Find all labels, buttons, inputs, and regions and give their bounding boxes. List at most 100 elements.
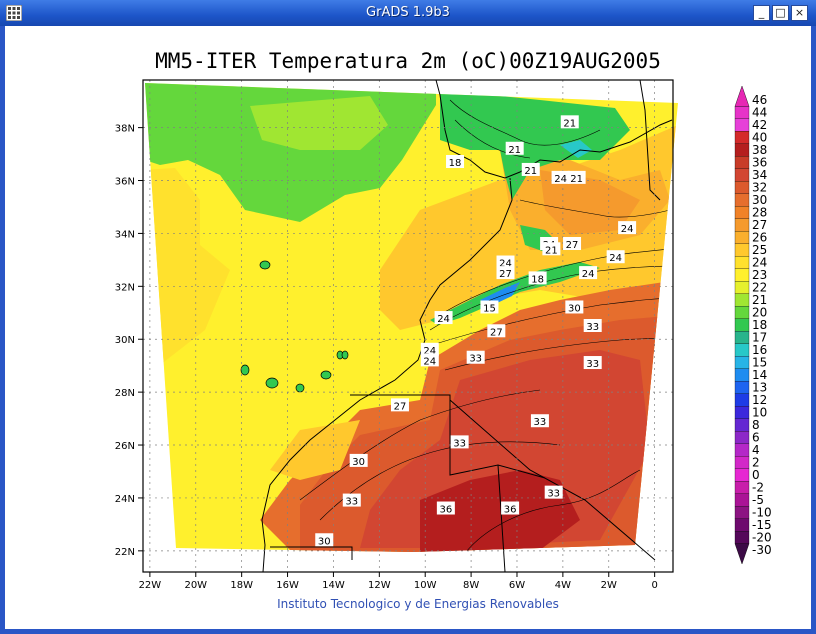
colorbar-label: 20 (752, 306, 767, 320)
contour-label-bg (466, 350, 485, 364)
iberia-cold-spot (560, 140, 592, 158)
contour-label: 18 (531, 274, 544, 285)
colorbar-label: 10 (752, 406, 767, 420)
colorbar-segment (734, 106, 750, 119)
contour-label: 21 (545, 245, 558, 256)
colorbar-segment (734, 206, 750, 219)
colorbar-label: 14 (752, 368, 767, 382)
colorbar-segment (734, 443, 750, 457)
colorbar-label: -2 (752, 481, 764, 495)
close-button[interactable]: × (791, 5, 808, 21)
colorbar-segment (734, 331, 750, 344)
colorbar-label: -20 (752, 531, 772, 545)
contour-label: 27 (566, 240, 579, 251)
contour-label-bg (450, 435, 469, 449)
colorbar-segment (734, 306, 750, 319)
colorbar-label: 2 (752, 456, 760, 470)
colorbar-label: 22 (752, 281, 767, 295)
contour-label-bg (496, 255, 515, 269)
colorbar-label: 28 (752, 206, 767, 220)
x-tick-label: 22W (139, 580, 162, 591)
y-tick-label: 22N (115, 547, 135, 558)
contour-label-bg (542, 242, 561, 256)
colorbar-segment (734, 468, 750, 482)
colorbar-label: 17 (752, 331, 767, 345)
contour-label: 30 (352, 457, 365, 468)
contour-label-bg (487, 324, 506, 338)
y-tick-label: 38N (115, 124, 135, 135)
contour-label: 27 (394, 401, 407, 412)
y-tick-label: 34N (115, 229, 135, 240)
contour-label-bg (618, 221, 637, 235)
x-tick-label: 8W (463, 580, 479, 591)
temperature-field (145, 83, 678, 552)
colorbar-label: -30 (752, 543, 772, 557)
contour-label: 24 (499, 259, 512, 270)
credit-text: Instituto Tecnologico y de Energias Reno… (277, 597, 559, 611)
x-tick-label: 20W (184, 580, 207, 591)
colorbar-label: 27 (752, 218, 767, 232)
contour-label: 21 (563, 118, 576, 129)
contour-label-bg (583, 319, 602, 332)
minimize-button[interactable]: _ (753, 5, 770, 21)
contour-label: 21 (508, 145, 521, 156)
contour-label-bg (583, 356, 602, 370)
grads-canvas: 22W 20W 18W 16W 14W 12W 10W 8W 6W 4W 2W 0 22N 24N 26N… (5, 26, 811, 629)
contour-label-bg (390, 398, 409, 412)
colorbar-segment (734, 193, 750, 207)
contour-label: 15 (483, 303, 496, 314)
colorbar-segment (734, 381, 750, 394)
colorbar-segment (734, 281, 750, 294)
colorbar-label: 36 (752, 156, 767, 170)
colorbar-segment (734, 131, 750, 144)
contour-label-bg (563, 237, 582, 250)
colorbar-segment (734, 143, 750, 157)
colorbar-top-arrow (734, 85, 750, 107)
colorbar-segment (734, 318, 750, 332)
contour-label: 30 (318, 536, 331, 547)
x-tick-label: 10W (414, 580, 437, 591)
title-bar[interactable]: GrADS 1.9b3 _ □ × (0, 0, 816, 26)
colorbar-label: 46 (752, 93, 767, 107)
plot-title: MM5-ITER Temperatura 2m (oC)00Z19AUG2005 (155, 49, 661, 73)
contour-label-bg (567, 170, 586, 184)
contour-label: 24 (621, 224, 634, 235)
colorbar-label: 30 (752, 193, 767, 207)
y-tick-label: 28N (115, 388, 135, 399)
colorbar-segment (734, 218, 750, 232)
contour-label-bg (501, 501, 520, 515)
window-title: GrADS 1.9b3 (366, 5, 450, 20)
atlas-cold-core (480, 282, 520, 304)
colorbar-segment (734, 481, 750, 494)
contour-label: 36 (504, 505, 517, 516)
contour-label: 33 (345, 497, 358, 508)
x-tick-label: 16W (276, 580, 299, 591)
contour-label-bg (565, 300, 584, 314)
maximize-button[interactable]: □ (772, 5, 789, 21)
y-tick-label: 36N (115, 177, 135, 188)
colorbar-segment (734, 181, 750, 194)
colorbar-label: 16 (752, 343, 767, 357)
contour-label-bg (420, 342, 439, 356)
colorbar-label: 34 (752, 168, 767, 182)
colorbar-segment (734, 406, 750, 419)
colorbar-label: 25 (752, 243, 767, 257)
contour-label-bg (480, 300, 499, 314)
iberia-cool-region (440, 90, 630, 200)
colorbar: 4644424038363432302827262524232221201817… (734, 85, 772, 565)
colorbar-segment (734, 518, 750, 532)
contour-label-bg (505, 141, 524, 155)
contour-label-bg (521, 162, 540, 176)
colorbar-bottom-arrow (734, 543, 750, 565)
grads-app-icon[interactable] (6, 5, 22, 21)
colorbar-segment (734, 243, 750, 257)
colorbar-label: 42 (752, 118, 767, 132)
coastlines (261, 80, 673, 572)
colorbar-segment (734, 343, 750, 357)
y-tick-label: 26N (115, 441, 135, 452)
colorbar-segment (734, 368, 750, 382)
contour-label: 21 (570, 174, 583, 185)
contour-label: 27 (490, 327, 503, 338)
contour-label-bg (530, 414, 549, 428)
